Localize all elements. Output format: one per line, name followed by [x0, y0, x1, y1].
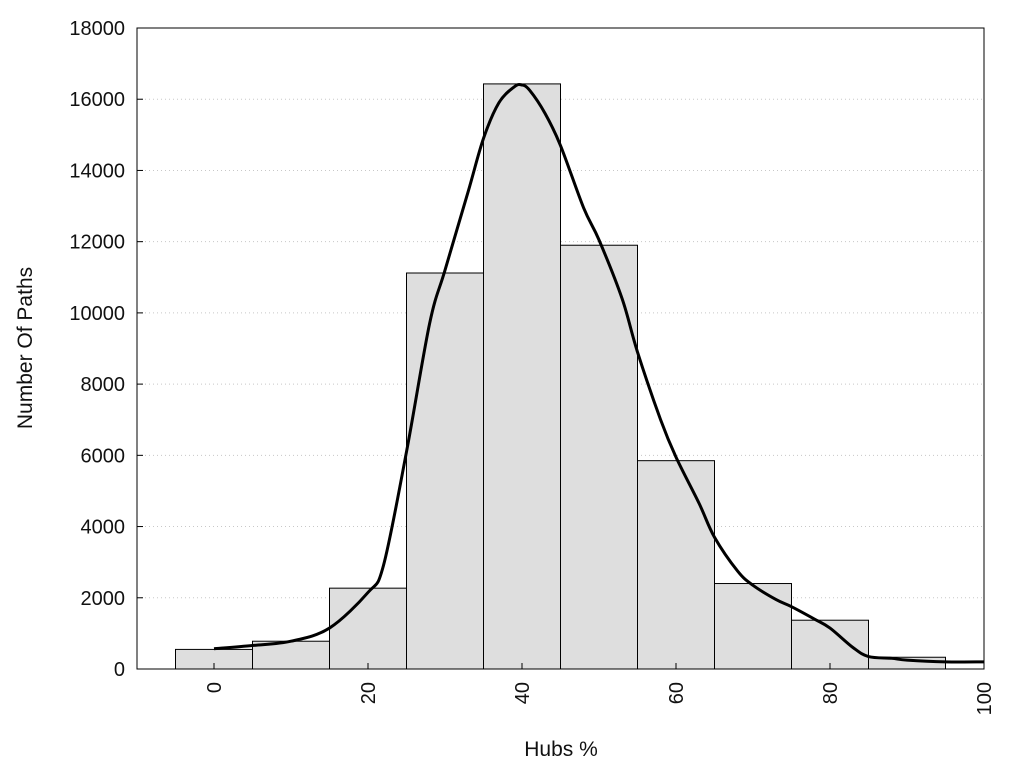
x-axis-ticks: 0 20 40 60 80 100 [204, 663, 996, 715]
y-tick-label: 8000 [81, 374, 126, 396]
x-axis-title: Hubs % [524, 738, 598, 761]
x-tick-label: 100 [974, 682, 996, 715]
y-tick-label: 0 [114, 659, 125, 681]
histogram-bar [406, 272, 484, 670]
y-tick-label: 16000 [69, 89, 125, 111]
x-tick-label: 80 [820, 682, 842, 704]
histogram-bar [637, 460, 715, 670]
y-tick-label: 12000 [69, 232, 125, 254]
histogram-bar [714, 583, 792, 670]
y-axis-title: Number Of Paths [14, 267, 37, 429]
y-tick-label: 6000 [81, 445, 126, 467]
histogram-bar [483, 83, 561, 670]
density-curve [213, 82, 985, 664]
histogram-bar [560, 244, 638, 670]
x-tick-label: 40 [512, 682, 534, 704]
y-tick-label: 2000 [81, 588, 126, 610]
y-axis-ticks: 0 2000 4000 6000 8000 10000 12000 14000 16000 180… [69, 18, 143, 681]
plot-border [136, 27, 985, 670]
plot-frame [136, 27, 985, 670]
x-tick-label: 20 [358, 682, 380, 704]
x-tick-label: 0 [204, 682, 226, 693]
x-tick-label: 60 [666, 682, 688, 704]
histogram-bar [329, 587, 407, 670]
density-curve-group [213, 82, 985, 664]
y-tick-label: 14000 [69, 160, 125, 182]
y-tick-label: 18000 [69, 18, 125, 40]
y-tick-label: 4000 [81, 517, 126, 539]
y-tick-label: 10000 [69, 303, 125, 325]
